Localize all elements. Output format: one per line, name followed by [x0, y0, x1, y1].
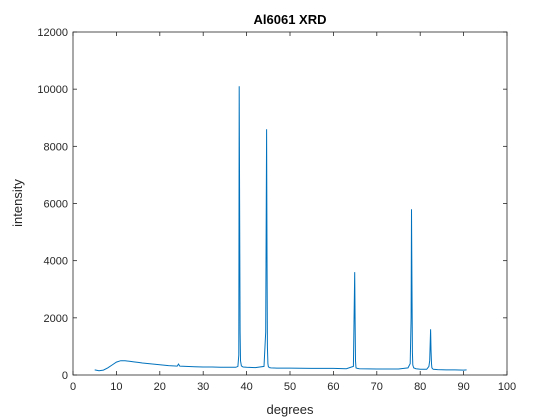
x-tick-label: 80: [414, 381, 426, 393]
x-tick-label: 50: [284, 381, 296, 393]
x-tick-label: 20: [154, 381, 166, 393]
y-tick-label: 0: [62, 370, 68, 382]
x-axis-label: degrees: [267, 402, 314, 417]
x-axis: 0 10 20 30 40 50 60 70 80 90 100: [70, 32, 516, 393]
y-tick-label: 12000: [37, 27, 68, 39]
x-tick-label: 10: [110, 381, 122, 393]
x-tick-label: 0: [70, 381, 76, 393]
y-axis: 0 2000 4000 6000 8000 10000 12000: [37, 27, 507, 382]
y-tick-label: 8000: [44, 141, 68, 153]
plot-area: [72, 31, 508, 376]
x-tick-label: 70: [371, 381, 383, 393]
x-tick-label: 40: [240, 381, 252, 393]
y-tick-label: 4000: [44, 256, 68, 268]
y-tick-label: 10000: [37, 84, 68, 96]
y-axis-label: intensity: [10, 179, 25, 227]
x-tick-label: 90: [457, 381, 469, 393]
y-tick-label: 2000: [44, 313, 68, 325]
x-tick-label: 100: [498, 381, 516, 393]
series-line: [94, 86, 467, 372]
x-tick-label: 60: [327, 381, 339, 393]
y-tick-label: 6000: [44, 199, 68, 211]
x-tick-label: 30: [197, 381, 209, 393]
chart-title: Al6061 XRD: [254, 12, 327, 27]
